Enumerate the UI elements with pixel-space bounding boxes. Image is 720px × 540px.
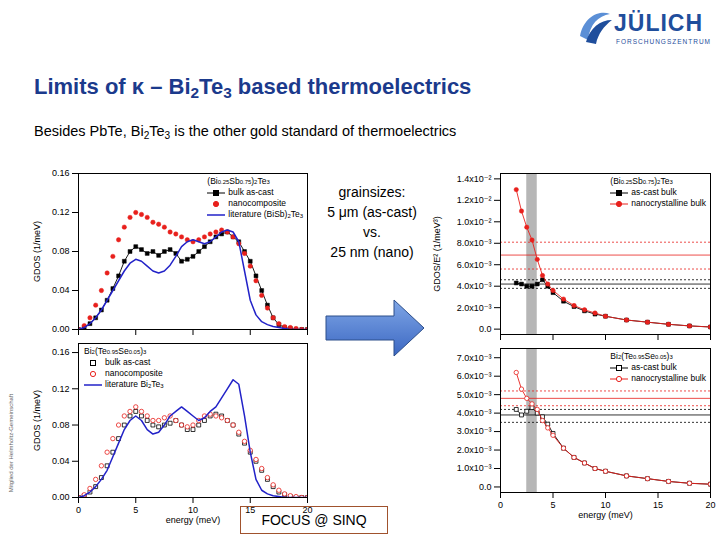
svg-text:20: 20	[705, 500, 715, 510]
svg-text:8.0x10⁻³: 8.0x10⁻³	[457, 238, 492, 248]
html-text:Bi2(Te0.95Se0.05)3: Bi2(Te0.95Se0.05)3	[610, 351, 673, 361]
svg-text:0.08: 0.08	[52, 246, 70, 256]
svg-text:0.00: 0.00	[52, 324, 70, 334]
html-text:nanocrystalline bulk: nanocrystalline bulk	[631, 198, 706, 208]
svg-text:0.0: 0.0	[479, 482, 492, 492]
svg-text:2.0x10⁻³: 2.0x10⁻³	[457, 303, 492, 313]
html-text:as-cast bulk: as-cast bulk	[631, 362, 677, 372]
html-text:(Bi0.25Sb0.75)2Te3: (Bi0.25Sb0.75)2Te3	[207, 176, 270, 186]
html-text:FORSCHUNGSZENTRUM: FORSCHUNGSZENTRUM	[616, 38, 711, 45]
svg-text:10: 10	[600, 500, 610, 510]
svg-text:0.0: 0.0	[479, 324, 492, 334]
svg-text:1.2x10⁻²: 1.2x10⁻²	[457, 195, 492, 205]
svg-text:0.12: 0.12	[52, 384, 70, 394]
html-text:Mitglied der Helmholtz-Gemeins: Mitglied der Helmholtz-Gemeinschaft	[8, 393, 14, 493]
html-text:bulk as-cast: bulk as-cast	[228, 187, 274, 197]
svg-text:15: 15	[245, 505, 255, 515]
svg-text:6.0x10⁻³: 6.0x10⁻³	[457, 371, 492, 381]
svg-text:0: 0	[498, 500, 503, 510]
html-text:Limits of κ – Bi2Te3based ther: Limits of κ – Bi2Te3based thermoelectric…	[34, 74, 472, 101]
svg-text:GDOS (1/meV): GDOS (1/meV)	[32, 221, 42, 282]
svg-text:0.04: 0.04	[52, 456, 70, 466]
svg-text:1.4x10⁻²: 1.4x10⁻²	[457, 174, 492, 184]
svg-text:10: 10	[188, 505, 198, 515]
html-text:Bi2(Te0.95Se0.05)3: Bi2(Te0.95Se0.05)3	[84, 346, 147, 356]
html-text:(Bi0.25Sb0.75)2Te3: (Bi0.25Sb0.75)2Te3	[610, 176, 673, 186]
svg-text:1.0x10⁻³: 1.0x10⁻³	[457, 463, 492, 473]
svg-text:0: 0	[76, 505, 81, 515]
svg-text:1.0x10⁻²: 1.0x10⁻²	[457, 217, 492, 227]
svg-text:0.16: 0.16	[52, 168, 70, 178]
svg-text:2.0x10⁻³: 2.0x10⁻³	[457, 445, 492, 455]
svg-text:energy (meV): energy (meV)	[166, 515, 221, 525]
html-text:nanocomposite: nanocomposite	[228, 198, 286, 208]
svg-text:3.0x10⁻³: 3.0x10⁻³	[457, 426, 492, 436]
svg-text:0.04: 0.04	[52, 285, 70, 295]
svg-text:5.0x10⁻³: 5.0x10⁻³	[457, 390, 492, 400]
html-text:FOCUS @ SINQ: FOCUS @ SINQ	[261, 512, 367, 528]
html-text:nanocrystalline bulk: nanocrystalline bulk	[631, 373, 706, 383]
svg-text:GDOS/E² (1/meV³): GDOS/E² (1/meV³)	[432, 216, 442, 292]
html-text:as-cast bulk: as-cast bulk	[631, 187, 677, 197]
html-text:JÜLICH: JÜLICH	[614, 10, 704, 36]
html-text:Besides PbTe, Bi2Te3is the oth: Besides PbTe, Bi2Te3is the other gold st…	[34, 123, 457, 141]
svg-text:20: 20	[302, 505, 312, 515]
svg-text:0.08: 0.08	[52, 420, 70, 430]
svg-text:GDOS (1/meV): GDOS (1/meV)	[32, 390, 42, 451]
svg-text:0.00: 0.00	[52, 492, 70, 502]
svg-text:6.0x10⁻³: 6.0x10⁻³	[457, 260, 492, 270]
svg-text:energy (meV): energy (meV)	[578, 510, 633, 520]
svg-text:4.0x10⁻³: 4.0x10⁻³	[457, 281, 492, 291]
html-text:vs.: vs.	[363, 224, 381, 240]
svg-text:15: 15	[653, 500, 663, 510]
svg-text:0.12: 0.12	[52, 207, 70, 217]
html-text:literature Bi2Te3: literature Bi2Te3	[105, 379, 164, 390]
svg-text:5: 5	[133, 505, 138, 515]
html-text:25 nm (nano): 25 nm (nano)	[330, 244, 414, 260]
svg-text:5: 5	[550, 500, 555, 510]
html-text:bulk as-cast: bulk as-cast	[105, 357, 151, 367]
html-text:grainsizes:: grainsizes:	[338, 184, 406, 200]
html-text:literature (BiSb)2Te3: literature (BiSb)2Te3	[228, 209, 303, 220]
html-text:nanocomposite: nanocomposite	[105, 368, 163, 378]
svg-text:4.0x10⁻³: 4.0x10⁻³	[457, 408, 492, 418]
svg-text:7.0x10⁻³: 7.0x10⁻³	[457, 353, 492, 363]
svg-text:0.16: 0.16	[52, 347, 70, 357]
html-text:5 μm (as-cast): 5 μm (as-cast)	[327, 204, 417, 220]
